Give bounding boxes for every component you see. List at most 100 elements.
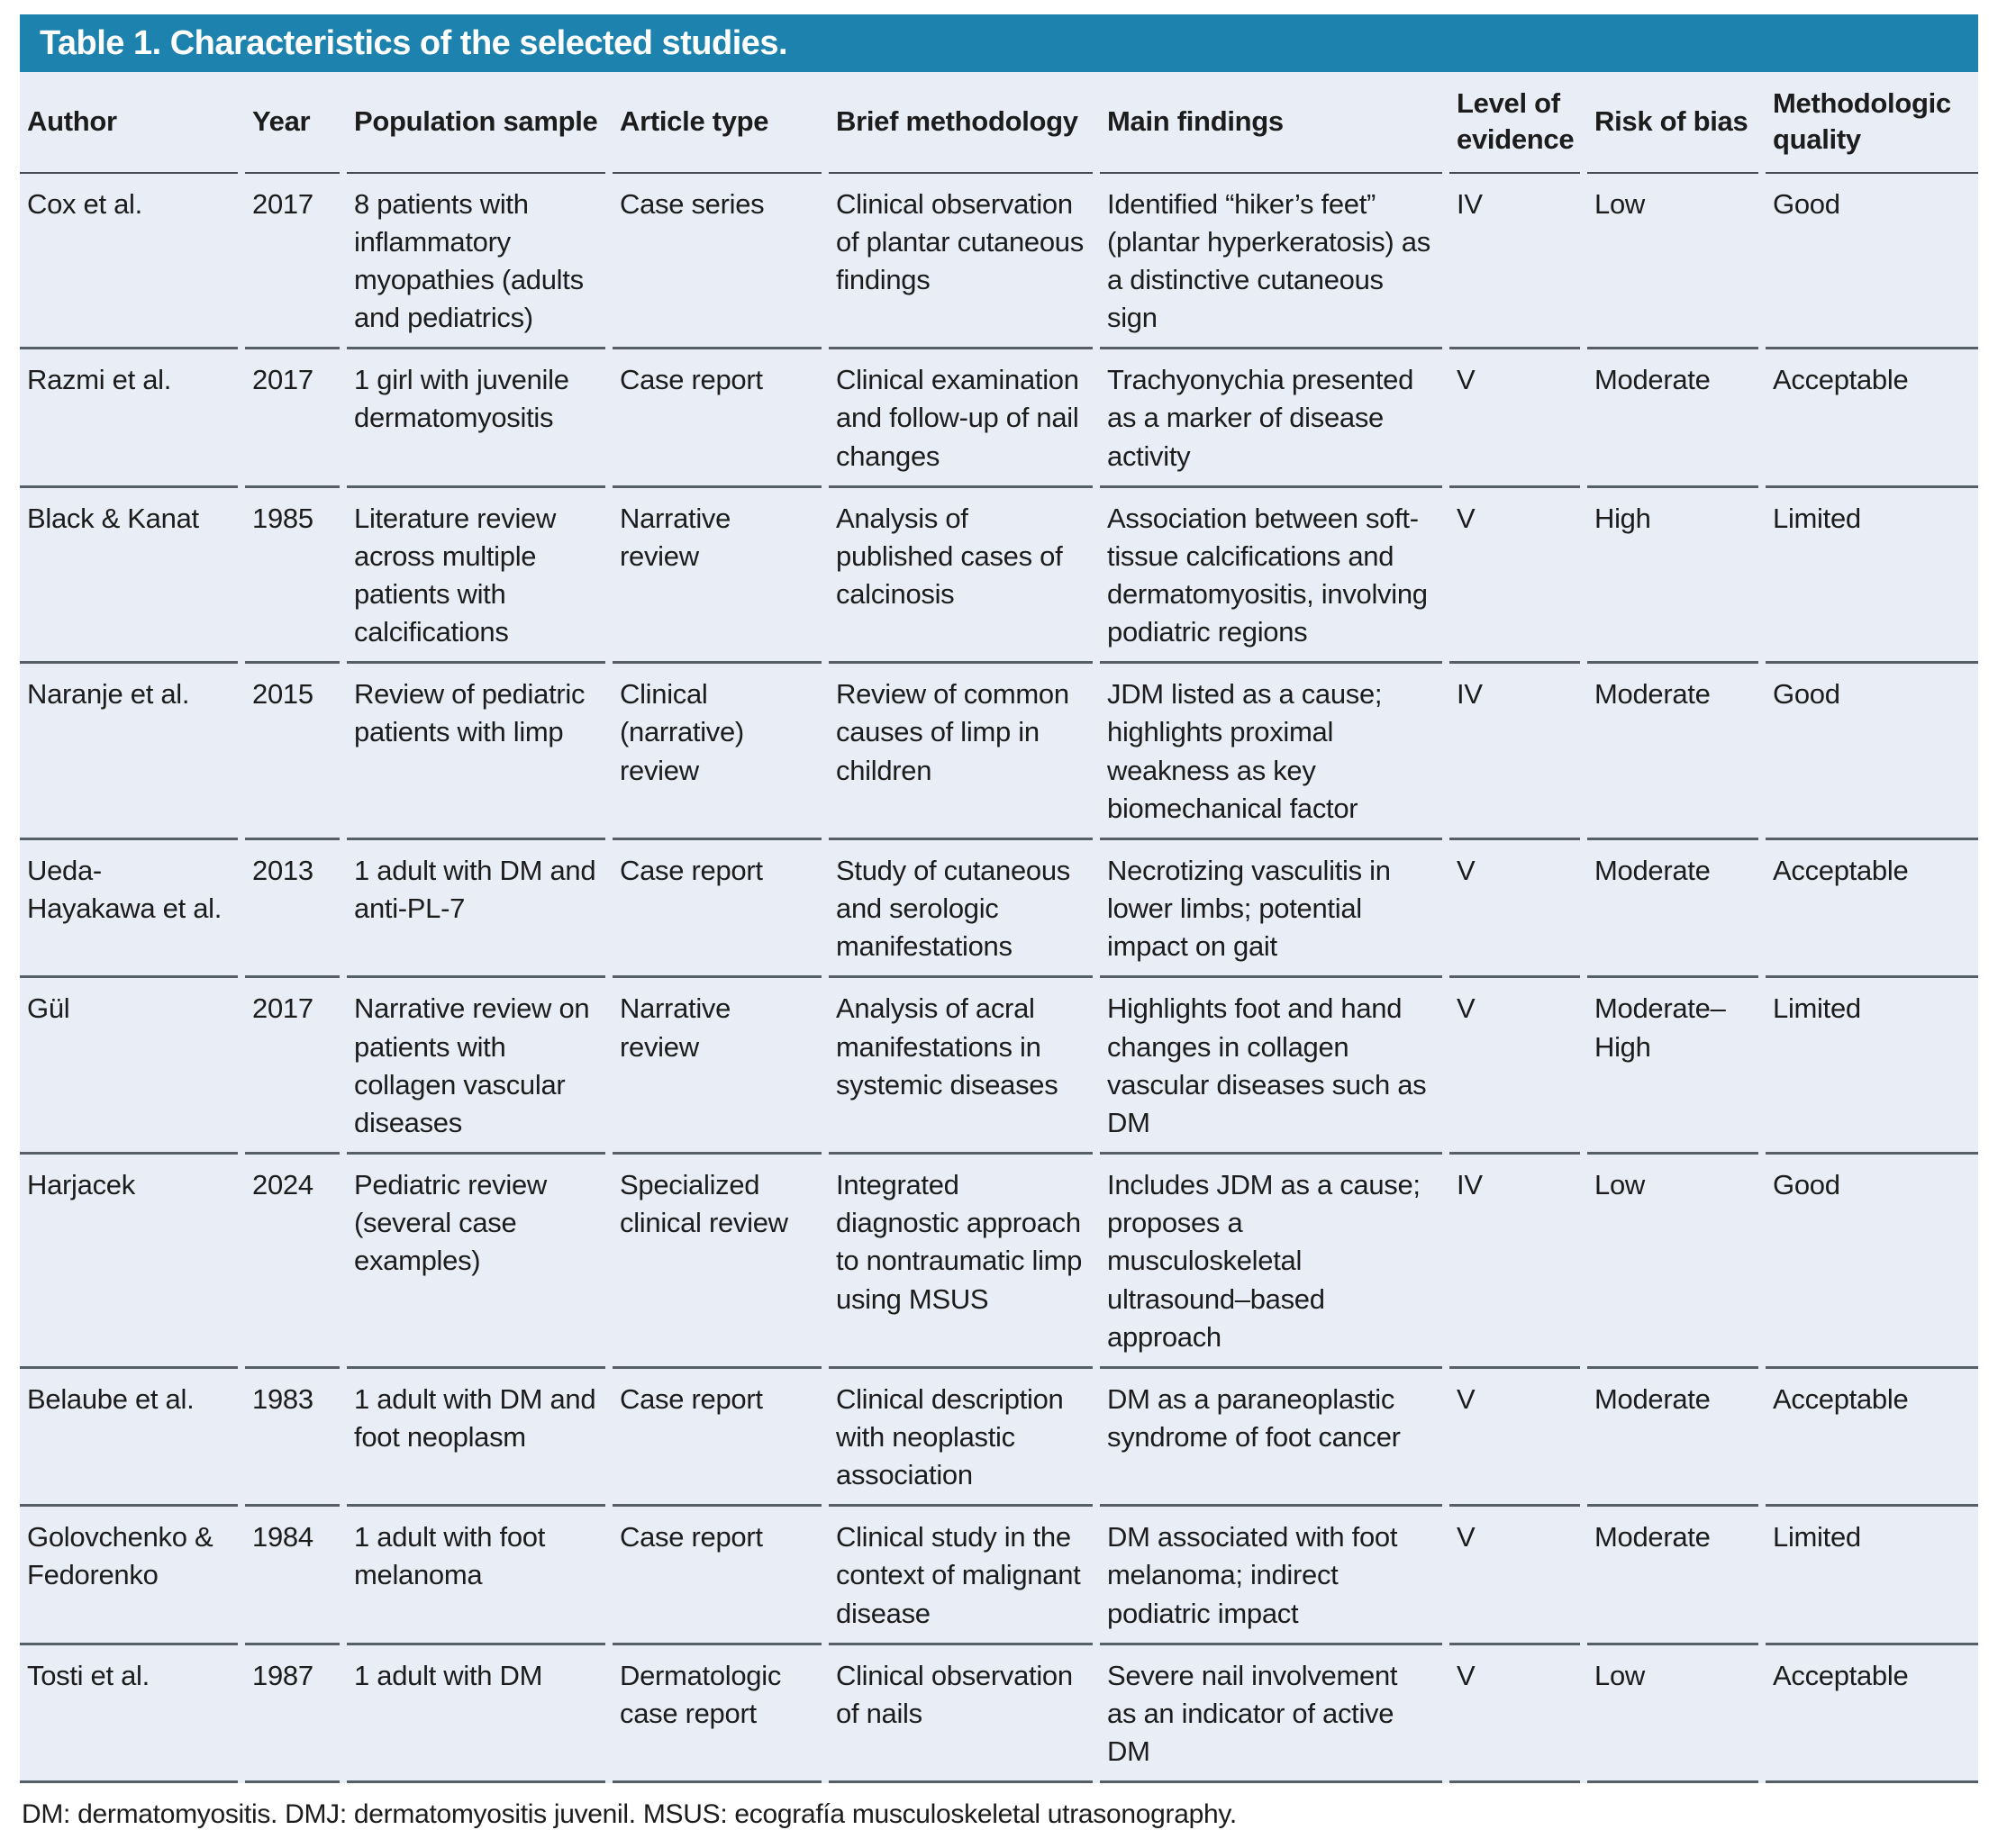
header-row: Author Year Population sample Article ty… [20, 72, 1978, 174]
cell-population-sample: Pediatric review (several case examples) [347, 1155, 605, 1369]
cell-author: Golovchenko & Fedorenko [20, 1507, 238, 1645]
cell-author: Ueda-Hayakawa et al. [20, 840, 238, 979]
cell-article-type: Case report [613, 840, 822, 979]
cell-year: 2017 [245, 978, 340, 1155]
cell-risk-of-bias: Moderate [1587, 1369, 1758, 1508]
cell-year: 2013 [245, 840, 340, 979]
cell-risk-of-bias: High [1587, 488, 1758, 665]
cell-brief-methodology: Analysis of published cases of calcinosi… [829, 488, 1093, 665]
table-wrap: Author Year Population sample Article ty… [20, 72, 1978, 1784]
cell-population-sample: 1 adult with DM [347, 1645, 605, 1784]
cell-main-findings: JDM listed as a cause; highlights proxim… [1100, 664, 1442, 840]
cell-article-type: Specialized clinical review [613, 1155, 822, 1369]
column-header-methodologic-quality: Methodologic quality [1766, 72, 1978, 174]
cell-methodologic-quality: Limited [1766, 978, 1978, 1155]
cell-methodologic-quality: Good [1766, 174, 1978, 350]
cell-risk-of-bias: Moderate [1587, 1507, 1758, 1645]
cell-methodologic-quality: Acceptable [1766, 1369, 1978, 1508]
cell-level-of-evidence: IV [1449, 174, 1580, 350]
cell-risk-of-bias: Low [1587, 174, 1758, 350]
cell-risk-of-bias: Low [1587, 1645, 1758, 1784]
cell-level-of-evidence: V [1449, 1369, 1580, 1508]
cell-brief-methodology: Integrated diagnostic approach to nontra… [829, 1155, 1093, 1369]
cell-main-findings: DM associated with foot melanoma; indire… [1100, 1507, 1442, 1645]
table-row: Cox et al. 2017 8 patients with inflamma… [20, 174, 1978, 350]
column-header-population-sample: Population sample [347, 72, 605, 174]
cell-article-type: Case series [613, 174, 822, 350]
cell-population-sample: 1 adult with foot melanoma [347, 1507, 605, 1645]
cell-author: Black & Kanat [20, 488, 238, 665]
cell-main-findings: Includes JDM as a cause; proposes a musc… [1100, 1155, 1442, 1369]
cell-author: Cox et al. [20, 174, 238, 350]
column-header-main-findings: Main findings [1100, 72, 1442, 174]
cell-article-type: Case report [613, 1507, 822, 1645]
cell-risk-of-bias: Moderate [1587, 840, 1758, 979]
cell-level-of-evidence: V [1449, 488, 1580, 665]
cell-year: 1985 [245, 488, 340, 665]
cell-population-sample: 1 girl with juvenile dermatomyositis [347, 349, 605, 488]
cell-main-findings: Identified “hiker’s feet” (plantar hyper… [1100, 174, 1442, 350]
cell-year: 1983 [245, 1369, 340, 1508]
column-header-year: Year [245, 72, 340, 174]
table-row: Naranje et al. 2015 Review of pediatric … [20, 664, 1978, 840]
column-header-author: Author [20, 72, 238, 174]
cell-population-sample: Literature review across multiple patien… [347, 488, 605, 665]
table-row: Belaube et al. 1983 1 adult with DM and … [20, 1369, 1978, 1508]
table-row: Ueda-Hayakawa et al. 2013 1 adult with D… [20, 840, 1978, 979]
cell-main-findings: Highlights foot and hand changes in coll… [1100, 978, 1442, 1155]
cell-brief-methodology: Clinical observation of nails [829, 1645, 1093, 1784]
cell-brief-methodology: Review of common causes of limp in child… [829, 664, 1093, 840]
table-body: Cox et al. 2017 8 patients with inflamma… [20, 174, 1978, 1784]
cell-author: Belaube et al. [20, 1369, 238, 1508]
column-header-level-of-evidence: Level of evidence [1449, 72, 1580, 174]
cell-risk-of-bias: Low [1587, 1155, 1758, 1369]
table-title-bar: Table 1. Characteristics of the selected… [20, 14, 1978, 72]
table-row: Razmi et al. 2017 1 girl with juvenile d… [20, 349, 1978, 488]
cell-author: Harjacek [20, 1155, 238, 1369]
cell-population-sample: Review of pediatric patients with limp [347, 664, 605, 840]
cell-level-of-evidence: V [1449, 1645, 1580, 1784]
cell-article-type: Case report [613, 1369, 822, 1508]
cell-main-findings: Severe nail involvement as an indicator … [1100, 1645, 1442, 1784]
cell-main-findings: Necrotizing vasculitis in lower limbs; p… [1100, 840, 1442, 979]
cell-brief-methodology: Clinical study in the context of maligna… [829, 1507, 1093, 1645]
cell-level-of-evidence: V [1449, 349, 1580, 488]
table-row: Tosti et al. 1987 1 adult with DM Dermat… [20, 1645, 1978, 1784]
cell-article-type: Dermatologic case report [613, 1645, 822, 1784]
table-title: Table 1. Characteristics of the selected… [40, 23, 788, 62]
table-row: Harjacek 2024 Pediatric review (several … [20, 1155, 1978, 1369]
cell-methodologic-quality: Acceptable [1766, 840, 1978, 979]
table-row: Golovchenko & Fedorenko 1984 1 adult wit… [20, 1507, 1978, 1645]
table-row: Gül 2017 Narrative review on patients wi… [20, 978, 1978, 1155]
cell-article-type: Clinical (narrative) review [613, 664, 822, 840]
cell-methodologic-quality: Acceptable [1766, 1645, 1978, 1784]
cell-brief-methodology: Clinical description with neoplastic ass… [829, 1369, 1093, 1508]
cell-level-of-evidence: IV [1449, 664, 1580, 840]
cell-author: Tosti et al. [20, 1645, 238, 1784]
cell-article-type: Case report [613, 349, 822, 488]
cell-level-of-evidence: IV [1449, 1155, 1580, 1369]
cell-population-sample: 8 patients with inflammatory myopathies … [347, 174, 605, 350]
column-header-brief-methodology: Brief methodology [829, 72, 1093, 174]
cell-risk-of-bias: Moderate [1587, 664, 1758, 840]
cell-year: 2017 [245, 174, 340, 350]
cell-methodologic-quality: Good [1766, 1155, 1978, 1369]
cell-brief-methodology: Clinical observation of plantar cutaneou… [829, 174, 1093, 350]
cell-brief-methodology: Study of cutaneous and serologic manifes… [829, 840, 1093, 979]
cell-article-type: Narrative review [613, 978, 822, 1155]
cell-brief-methodology: Analysis of acral manifestations in syst… [829, 978, 1093, 1155]
cell-brief-methodology: Clinical examination and follow-up of na… [829, 349, 1093, 488]
column-header-risk-of-bias: Risk of bias [1587, 72, 1758, 174]
cell-main-findings: DM as a paraneoplastic syndrome of foot … [1100, 1369, 1442, 1508]
cell-year: 2017 [245, 349, 340, 488]
cell-year: 2024 [245, 1155, 340, 1369]
cell-population-sample: 1 adult with DM and anti-PL-7 [347, 840, 605, 979]
cell-risk-of-bias: Moderate [1587, 349, 1758, 488]
footnote: DM: dermatomyositis. DMJ: dermatomyositi… [22, 1799, 1237, 1830]
cell-author: Naranje et al. [20, 664, 238, 840]
cell-methodologic-quality: Limited [1766, 488, 1978, 665]
cell-article-type: Narrative review [613, 488, 822, 665]
cell-population-sample: 1 adult with DM and foot neoplasm [347, 1369, 605, 1508]
cell-level-of-evidence: V [1449, 840, 1580, 979]
